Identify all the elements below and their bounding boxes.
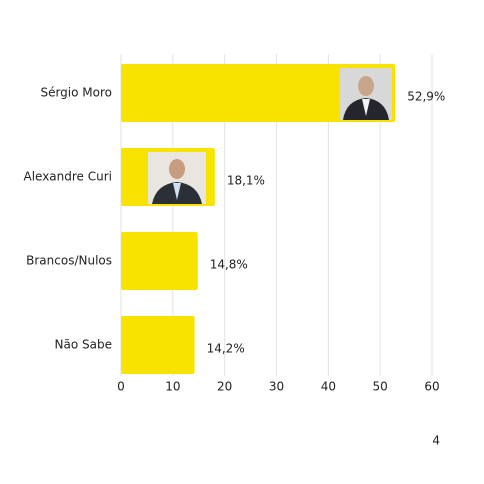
x-tick-label: 40 [321,380,336,394]
photo-head [169,159,185,179]
y-tick-label: Brancos/Nulos [26,254,112,268]
bar [121,64,396,122]
value-label: 18,1% [227,174,265,188]
page-number: 4 [432,434,440,448]
y-tick-label: Sérgio Moro [40,86,112,100]
x-tick-label: 50 [373,380,388,394]
y-tick-label: Não Sabe [55,338,112,352]
value-label: 52,9% [407,90,445,104]
value-label: 14,8% [210,258,248,272]
x-tick-label: 30 [269,380,284,394]
photo-head [358,76,374,96]
x-tick-label: 0 [117,380,125,394]
bar [121,316,195,374]
photo-shirt [362,99,370,116]
y-tick-label: Alexandre Curi [23,170,112,184]
x-tick-label: 20 [217,380,232,394]
photo [148,152,206,204]
x-tick-label: 60 [424,380,439,394]
x-tick-label: 10 [165,380,180,394]
photo-shirt [173,183,181,200]
bar [121,232,198,290]
value-label: 14,2% [207,342,245,356]
photo [340,68,392,120]
